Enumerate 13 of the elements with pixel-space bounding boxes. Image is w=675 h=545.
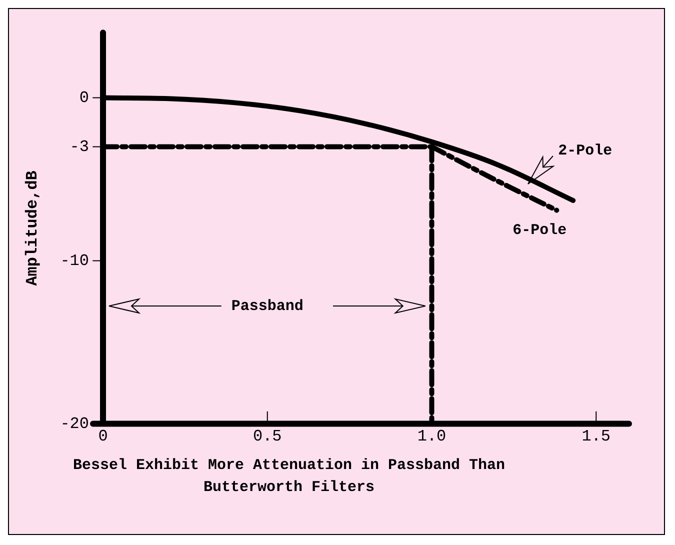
y-tick-label: -20 — [60, 415, 90, 434]
annotation: Passband — [231, 298, 304, 316]
text: 2-Pole — [558, 142, 612, 160]
x-tick-label: 0 — [98, 428, 108, 446]
x-tick-label: 1.5 — [582, 428, 611, 446]
text: Bessel Exhibit More Attenuation in Passband Than Butterworth Filters — [72, 456, 506, 498]
x-tick-label: 1.0 — [417, 428, 446, 446]
y-axis-title: Amplitude,dB — [24, 170, 42, 286]
x-tick-label: 0.5 — [252, 428, 282, 446]
y-tick-label: 0 — [79, 89, 90, 108]
y-tick-label: -3 — [70, 138, 90, 156]
y-tick-label: -10 — [60, 252, 90, 270]
series-label: 6-Pole — [512, 222, 567, 240]
